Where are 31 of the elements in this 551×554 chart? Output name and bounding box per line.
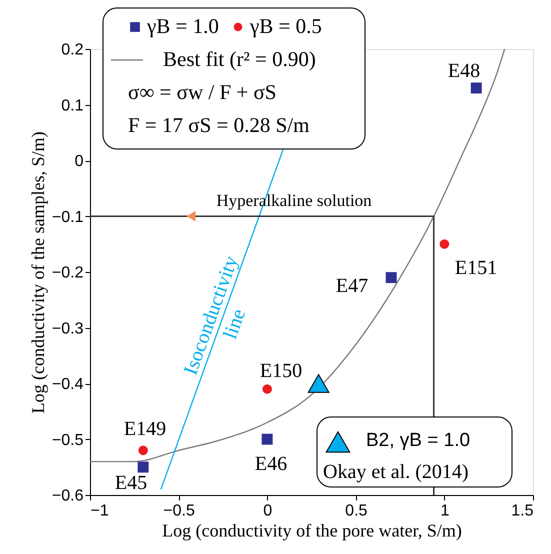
y-tick-label: −0.3 (52, 320, 84, 338)
legend-label: γB = 1.0 (146, 14, 219, 38)
legend-label: Best fit (r² = 0.90) (163, 47, 316, 71)
x-axis-title: Log (conductivity of the pore water, S/m) (162, 520, 462, 540)
y-tick-label: 0.1 (61, 97, 84, 114)
x-tick-label: −0.5 (163, 502, 195, 520)
y-tick-label: −0.1 (52, 208, 84, 226)
x-tick-label: 0 (263, 502, 272, 520)
annotation: E48 (448, 60, 480, 82)
y-tick-label: −0.6 (52, 488, 84, 504)
y-tick-label: −0.5 (52, 432, 84, 449)
x-tick-label: 1 (440, 502, 450, 520)
y-tick-label: −0.2 (52, 264, 84, 282)
legend-label: B2, γB = 1.0 (366, 430, 470, 451)
y-tick-label: 0.2 (61, 42, 84, 58)
x-tick-label: 0.5 (345, 502, 368, 520)
annotation: E151 (454, 257, 498, 279)
annotation: Okay et al. (2014) (323, 461, 469, 483)
legend-label: γB = 0.5 (249, 14, 322, 38)
x-tick-label: −1 (90, 502, 109, 520)
annotation: E150 (260, 360, 302, 382)
annotation: E45 (114, 472, 148, 494)
annotation: E46 (254, 453, 288, 475)
y-tick-label: −0.4 (52, 376, 84, 393)
annotation: F = 17 σS = 0.28 S/m (128, 113, 310, 137)
annotation: E149 (124, 418, 166, 440)
annotation: σ∞ = σw / F + σS (128, 80, 276, 104)
annotation: E47 (336, 275, 368, 297)
x-tick-label: 1.5 (511, 502, 534, 520)
y-axis-title: Log (conductivity of the samples, S/m) (28, 132, 48, 414)
y-tick-label: 0 (74, 153, 84, 170)
